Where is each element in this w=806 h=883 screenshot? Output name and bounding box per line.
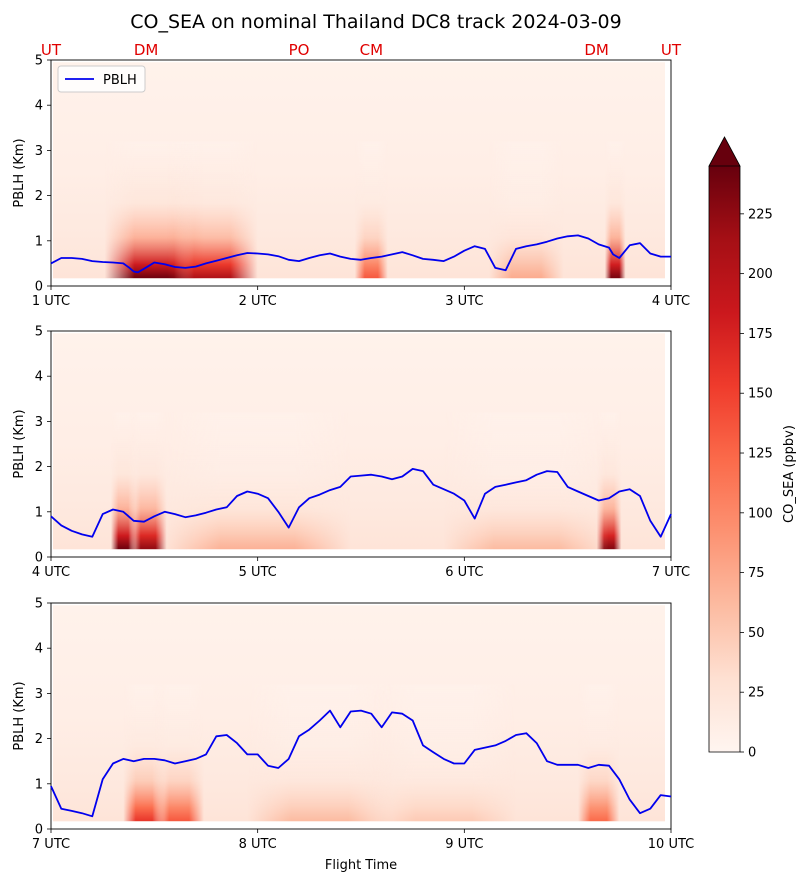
figure-title: CO_SEA on nominal Thailand DC8 track 202… bbox=[130, 11, 621, 33]
co-hotspot bbox=[371, 684, 516, 822]
co-hotspot bbox=[247, 684, 392, 822]
panel-frame bbox=[50, 602, 672, 830]
x-tick-label: 10 UTC bbox=[648, 837, 694, 852]
site-label: UT bbox=[661, 41, 682, 59]
y-tick-label: 0 bbox=[35, 823, 43, 838]
co-hotspot bbox=[578, 684, 620, 822]
x-tick-label: 1 UTC bbox=[32, 294, 70, 309]
x-tick-label: 9 UTC bbox=[445, 837, 483, 852]
x-tick-label: 3 UTC bbox=[445, 294, 483, 309]
co-hotspot bbox=[164, 412, 351, 550]
y-tick-label: 1 bbox=[35, 234, 43, 249]
pblh-line bbox=[50, 467, 672, 538]
colorbar-tick-label: 200 bbox=[748, 267, 773, 282]
y-tick-label: 2 bbox=[35, 460, 43, 475]
co-hotspot bbox=[604, 141, 626, 279]
co-hotspot bbox=[354, 141, 388, 279]
y-tick-label: 5 bbox=[35, 54, 43, 69]
legend-label: PBLH bbox=[103, 73, 137, 88]
y-tick-label: 2 bbox=[35, 732, 43, 747]
co-hotspot bbox=[489, 141, 564, 279]
x-tick-label: 2 UTC bbox=[239, 294, 277, 309]
y-tick-label: 1 bbox=[35, 777, 43, 792]
y-tick-label: 3 bbox=[35, 415, 43, 430]
y-tick-label: 1 bbox=[35, 505, 43, 520]
y-tick-label: 4 bbox=[35, 370, 43, 385]
pblh-line bbox=[50, 234, 671, 274]
x-tick-label: 8 UTC bbox=[239, 837, 277, 852]
y-tick-label: 5 bbox=[35, 325, 43, 340]
colorbar-tick-label: 150 bbox=[748, 387, 773, 402]
site-labels: UT DM PO CM DM UT bbox=[41, 41, 682, 59]
site-label: CM bbox=[360, 41, 383, 59]
co-hotspot bbox=[129, 412, 167, 550]
x-axis-label: Flight Time bbox=[325, 858, 397, 873]
x-tick-label: 4 UTC bbox=[652, 294, 690, 309]
panel-1: 0 1 2 3 4 5 1 UTC 2 UTC 3 UTC 4 UTC PBLH (Km) PBLH bbox=[12, 54, 690, 310]
x-tick-label: 4 UTC bbox=[32, 565, 70, 580]
co-hotspot bbox=[166, 141, 258, 279]
pblh-line bbox=[50, 709, 672, 818]
colorbar-label: CO_SEA (ppbv) bbox=[782, 425, 797, 523]
site-label: DM bbox=[134, 41, 159, 59]
colorbar-tick-label: 125 bbox=[748, 447, 773, 462]
panel-frame bbox=[50, 330, 672, 558]
site-label: DM bbox=[584, 41, 609, 59]
panel-2: 0 1 2 3 4 5 4 UTC 5 UTC 6 UTC 7 UTC PBLH (Km) bbox=[12, 325, 690, 581]
colorbar-tick-label: 100 bbox=[748, 506, 773, 521]
y-axis-label: PBLH (Km) bbox=[12, 138, 27, 207]
x-tick-label: 6 UTC bbox=[445, 565, 483, 580]
x-tick-label: 5 UTC bbox=[239, 565, 277, 580]
colorbar-gradient bbox=[709, 166, 740, 752]
colorbar-tick-label: 50 bbox=[748, 626, 765, 641]
panel-frame bbox=[50, 59, 672, 287]
site-label: UT bbox=[41, 41, 62, 59]
y-tick-label: 0 bbox=[35, 551, 43, 566]
colorbar-extend-arrow bbox=[708, 136, 741, 167]
x-tick-label: 7 UTC bbox=[32, 837, 70, 852]
colorbar-tick-label: 25 bbox=[748, 686, 765, 701]
y-tick-label: 3 bbox=[35, 144, 43, 159]
y-tick-label: 0 bbox=[35, 280, 43, 295]
y-tick-label: 4 bbox=[35, 99, 43, 114]
colorbar-tick-label: 75 bbox=[748, 566, 765, 581]
co-hotspot bbox=[154, 684, 204, 822]
y-tick-label: 5 bbox=[35, 597, 43, 612]
colorbar-tick-label: 0 bbox=[748, 746, 756, 761]
panel-3: 0 1 2 3 4 5 7 UTC 8 UTC 9 UTC 10 UTC PBLH (Km) bbox=[12, 597, 694, 853]
colorbar: 0 25 50 75 100 125 150 175 200 225 CO_SEA (ppbv) bbox=[708, 136, 797, 761]
colorbar-tick-label: 175 bbox=[748, 327, 773, 342]
y-tick-label: 3 bbox=[35, 687, 43, 702]
y-tick-label: 4 bbox=[35, 642, 43, 657]
colorbar-tick-label: 225 bbox=[748, 207, 773, 222]
y-axis-label: PBLH (Km) bbox=[12, 409, 27, 478]
legend: PBLH bbox=[57, 65, 146, 93]
x-tick-label: 7 UTC bbox=[652, 565, 690, 580]
site-label: PO bbox=[289, 41, 310, 59]
y-axis-label: PBLH (Km) bbox=[12, 681, 27, 750]
y-tick-label: 2 bbox=[35, 189, 43, 204]
